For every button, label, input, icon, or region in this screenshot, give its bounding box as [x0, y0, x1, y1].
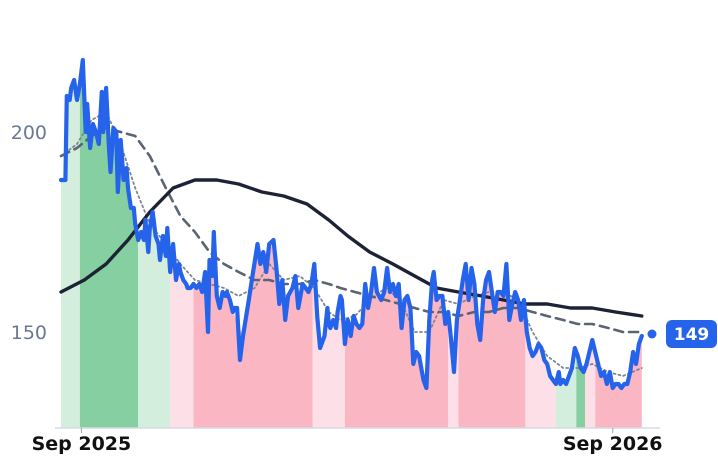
regime-band-2	[138, 213, 171, 428]
last-value-badge: 149	[647, 320, 717, 348]
regime-band-13	[595, 336, 642, 428]
last-value-label: 149	[674, 325, 710, 345]
series-sma-mid-line	[59, 126, 644, 334]
series-price-line	[58, 57, 644, 391]
regime-bands	[61, 64, 642, 429]
regime-band-1	[79, 64, 139, 428]
series-lines	[58, 57, 644, 391]
series-sma-long-line	[59, 178, 644, 318]
y-tick-label: 200	[11, 122, 47, 144]
regime-band-0	[61, 81, 80, 429]
x-tick-label: Sep 2025	[32, 433, 132, 455]
last-value-badge-bg	[666, 320, 717, 348]
regime-band-9	[525, 316, 556, 428]
regime-band-6	[344, 275, 449, 428]
regime-band-5	[312, 264, 345, 428]
x-axis: Sep 2025 Sep 2026	[32, 428, 663, 455]
regime-band-10	[555, 349, 577, 428]
last-value-dot	[647, 329, 657, 339]
x-tick-label: Sep 2026	[563, 433, 663, 455]
y-axis: 150 200	[11, 122, 47, 344]
regime-band-4	[193, 240, 313, 428]
y-tick-label: 150	[11, 322, 47, 344]
